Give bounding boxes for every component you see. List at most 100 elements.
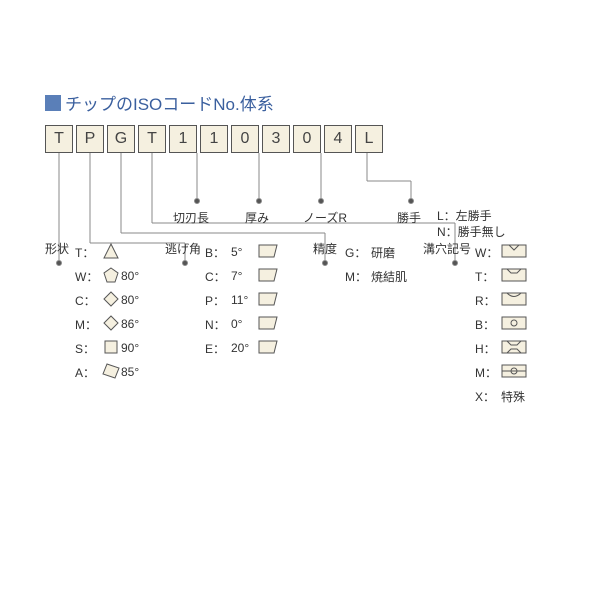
precision-row-1: M：焼結肌 <box>345 264 407 288</box>
hole-row-0: W： <box>475 240 527 264</box>
precision-val: 研磨 <box>371 244 395 261</box>
precision-row-0: G：研磨 <box>345 240 407 264</box>
code-boxes: TPGT110304L <box>45 125 555 153</box>
code-box-2: G <box>107 125 135 153</box>
connector-lines: 切刃長 厚み ノーズR 勝手 L：左勝手 N：勝手無し <box>45 153 555 213</box>
hole-icon-T <box>501 268 527 285</box>
col-shape: 形状 T：W：80°C：80°M：86°S：90°A：85° <box>75 240 139 384</box>
label-nose: ノーズR <box>303 209 347 226</box>
label-thick: 厚み <box>245 209 269 226</box>
relief-row-4: E：20° <box>205 336 279 360</box>
relief-row-3: N：0° <box>205 312 279 336</box>
katte-n: N：勝手無し <box>437 223 506 240</box>
hole-key: M： <box>475 364 501 381</box>
relief-val: 0° <box>231 317 257 331</box>
label-katte: 勝手 <box>397 209 421 226</box>
shape-row-1: W： 80° <box>75 264 139 288</box>
relief-row-1: C：7° <box>205 264 279 288</box>
relief-val: 5° <box>231 245 257 259</box>
shape-icon-T <box>101 242 121 263</box>
col-hole: 溝穴記号 W：T：R：B：H：M：X：特殊 <box>475 240 527 408</box>
hole-row-1: T： <box>475 264 527 288</box>
shape-val: 80° <box>121 269 139 283</box>
code-box-9: 4 <box>324 125 352 153</box>
hole-key: T： <box>475 268 501 285</box>
code-box-6: 0 <box>231 125 259 153</box>
shape-icon-W <box>101 266 121 287</box>
relief-icon <box>257 243 279 262</box>
code-box-10: L <box>355 125 383 153</box>
shape-row-0: T： <box>75 240 139 264</box>
hole-key: W： <box>475 244 501 261</box>
hole-row-2: R： <box>475 288 527 312</box>
hole-row-5: M： <box>475 360 527 384</box>
relief-key: P： <box>205 292 231 309</box>
shape-header: 形状 <box>45 240 69 257</box>
shape-key: W： <box>75 268 101 285</box>
relief-icon <box>257 291 279 310</box>
hole-icon-R <box>501 292 527 309</box>
hole-special: 特殊 <box>501 388 525 405</box>
precision-key: G： <box>345 244 371 261</box>
code-box-4: 1 <box>169 125 197 153</box>
code-box-5: 1 <box>200 125 228 153</box>
relief-row-2: P：11° <box>205 288 279 312</box>
katte-l: L：左勝手 <box>437 207 492 224</box>
shape-val: 80° <box>121 293 139 307</box>
shape-row-4: S： 90° <box>75 336 139 360</box>
hole-row-3: B： <box>475 312 527 336</box>
precision-header: 精度 <box>313 240 337 257</box>
precision-key: M： <box>345 268 371 285</box>
title-row: チップのISOコードNo.体系 <box>45 90 555 115</box>
shape-row-3: M： 86° <box>75 312 139 336</box>
relief-key: N： <box>205 316 231 333</box>
relief-key: E： <box>205 340 231 357</box>
col-relief: 逃げ角 B：5°C：7°P：11°N：0°E：20° <box>205 240 279 360</box>
label-cutlen: 切刃長 <box>173 209 209 226</box>
shape-val: 90° <box>121 341 139 355</box>
relief-icon <box>257 267 279 286</box>
relief-key: B： <box>205 244 231 261</box>
hole-icon-W <box>501 244 527 261</box>
code-box-1: P <box>76 125 104 153</box>
hole-header: 溝穴記号 <box>423 240 471 257</box>
precision-val: 焼結肌 <box>371 268 407 285</box>
relief-icon <box>257 315 279 334</box>
relief-row-0: B：5° <box>205 240 279 264</box>
shape-key: C： <box>75 292 101 309</box>
hole-key: R： <box>475 292 501 309</box>
code-box-3: T <box>138 125 166 153</box>
shape-icon-M <box>101 314 121 335</box>
hole-key: H： <box>475 340 501 357</box>
shape-key: T： <box>75 244 101 261</box>
shape-row-5: A： 85° <box>75 360 139 384</box>
relief-key: C： <box>205 268 231 285</box>
shape-icon-A <box>101 362 121 383</box>
title-text: チップのISOコードNo.体系 <box>65 90 274 115</box>
hole-key: X： <box>475 388 501 405</box>
shape-val: 86° <box>121 317 139 331</box>
code-box-0: T <box>45 125 73 153</box>
relief-icon <box>257 339 279 358</box>
shape-key: A： <box>75 364 101 381</box>
col-precision: 精度 G：研磨M：焼結肌 <box>345 240 407 288</box>
hole-icon-H <box>501 340 527 357</box>
relief-val: 20° <box>231 341 257 355</box>
code-box-8: 0 <box>293 125 321 153</box>
shape-icon-C <box>101 290 121 311</box>
shape-key: M： <box>75 316 101 333</box>
shape-row-2: C： 80° <box>75 288 139 312</box>
hole-icon-M <box>501 364 527 381</box>
relief-val: 7° <box>231 269 257 283</box>
hole-row-4: H： <box>475 336 527 360</box>
relief-header: 逃げ角 <box>165 240 201 257</box>
hole-icon-B <box>501 316 527 333</box>
relief-val: 11° <box>231 293 257 307</box>
shape-val: 85° <box>121 365 139 379</box>
hole-row-6: X：特殊 <box>475 384 527 408</box>
hole-key: B： <box>475 316 501 333</box>
title-square <box>45 95 61 111</box>
shape-icon-S <box>101 338 121 359</box>
code-box-7: 3 <box>262 125 290 153</box>
shape-key: S： <box>75 340 101 357</box>
